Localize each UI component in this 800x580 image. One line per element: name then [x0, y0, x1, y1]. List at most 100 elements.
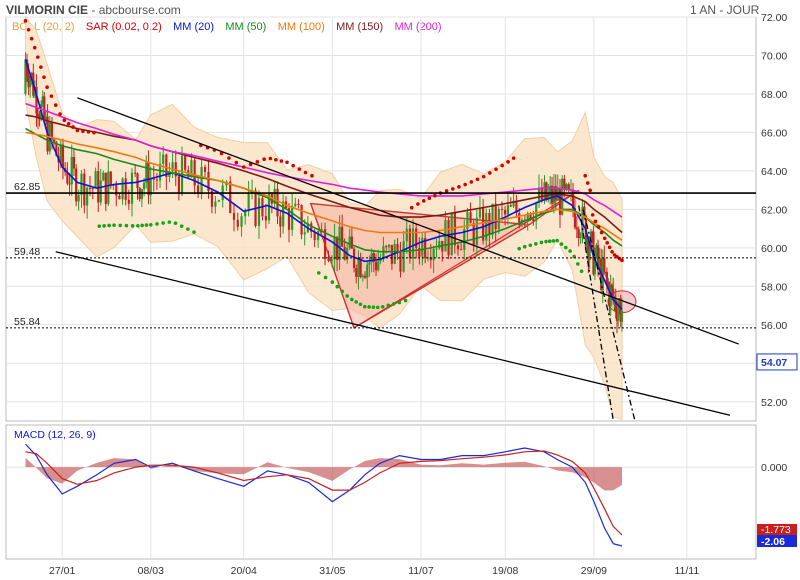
candle-body	[327, 259, 330, 261]
sar-dot	[219, 151, 224, 156]
sar-dot	[539, 240, 544, 245]
candle-body	[124, 178, 127, 200]
sar-dot	[511, 156, 516, 160]
candle-body	[320, 229, 323, 232]
candle-body	[75, 168, 78, 202]
series-line-mm150	[25, 114, 623, 234]
candle-body	[162, 154, 165, 164]
candle-body	[149, 178, 152, 196]
candle-body	[595, 245, 598, 257]
candle-body	[575, 227, 578, 230]
candle-body	[387, 244, 391, 248]
candle-body	[432, 249, 435, 261]
candle-body	[83, 173, 86, 206]
candle-body	[558, 187, 562, 215]
candle-body	[25, 59, 29, 76]
sar-dot	[362, 304, 367, 309]
sar-dot	[66, 121, 71, 126]
candle-body	[447, 219, 450, 256]
series-line-mm20	[24, 59, 623, 310]
candle-body	[88, 187, 92, 189]
candle-body	[355, 268, 358, 277]
candle-body	[456, 245, 460, 250]
candle-body	[207, 171, 210, 192]
sar-dot	[397, 300, 402, 305]
sar-dot	[112, 223, 116, 227]
candle-body	[610, 285, 614, 289]
sar-dot	[392, 302, 396, 306]
candle-body	[99, 180, 102, 203]
candle-body	[617, 309, 620, 321]
candle-body	[509, 205, 512, 207]
sar-dot	[612, 253, 617, 257]
sar-dot	[49, 94, 54, 98]
candle-body	[35, 86, 38, 114]
candle-body	[405, 228, 408, 242]
candle-body	[453, 213, 456, 246]
sar-dot	[58, 112, 62, 116]
sar-dot	[140, 223, 144, 228]
sar-dot	[421, 199, 426, 203]
candle-body	[583, 206, 586, 216]
candle-body	[545, 182, 548, 200]
sar-dot	[610, 250, 614, 254]
candle-body	[571, 190, 575, 209]
candle-body	[408, 228, 412, 259]
candle-body	[469, 212, 472, 224]
trend-lines	[55, 97, 739, 422]
legend-mm150: MM (150)	[336, 21, 384, 33]
sar-dot	[469, 180, 474, 184]
candle-body	[619, 301, 622, 322]
y-tick-label: 68.00	[761, 89, 787, 101]
x-tick-label: 31/05	[319, 565, 345, 577]
sar-dot	[500, 163, 504, 168]
candle-body	[382, 246, 385, 260]
sar-dot	[585, 181, 590, 185]
candle-body	[588, 249, 591, 261]
sar-dot	[316, 271, 321, 275]
candle-body	[543, 182, 546, 201]
sar-dot	[102, 224, 106, 228]
legend-mm100: MM (100)	[277, 21, 325, 33]
sar-dot	[615, 254, 619, 259]
candle-body	[267, 193, 271, 221]
sar-dot	[268, 156, 273, 161]
sar-dot	[97, 224, 102, 228]
macd-label: MACD (12, 26, 9)	[14, 429, 96, 441]
candle-body	[577, 229, 580, 239]
x-tick-label: 29/09	[581, 565, 607, 577]
sar-dot	[544, 239, 548, 244]
legend-mm200: MM (200)	[394, 21, 442, 33]
sar-dot	[517, 246, 521, 251]
candle-body	[97, 171, 100, 203]
sar-dot	[45, 85, 49, 90]
sar-dot	[620, 258, 624, 263]
sar-dot	[583, 173, 588, 178]
candle-body	[136, 173, 139, 188]
candle-body	[127, 199, 130, 204]
candle-body	[374, 261, 378, 271]
sar-dot	[576, 262, 580, 266]
sar-dot	[481, 174, 486, 179]
sar-dot	[274, 157, 278, 162]
sar-dot	[416, 202, 420, 206]
sar-dot	[579, 269, 584, 274]
y-tick-label: 72.00	[761, 12, 787, 24]
candle-body	[257, 198, 261, 226]
candle-body	[350, 236, 353, 249]
candle-body	[363, 275, 367, 278]
x-tick-label: 20/04	[231, 565, 257, 577]
macd-histogram	[25, 457, 622, 491]
candle-body	[561, 178, 564, 215]
sar-dot	[136, 223, 140, 228]
candle-body	[586, 239, 589, 247]
candle-body	[313, 231, 316, 241]
sar-dot	[36, 55, 40, 59]
sar-dot	[330, 280, 335, 284]
candle-body	[460, 249, 463, 251]
sar-dot	[522, 244, 527, 249]
candle-body	[549, 185, 552, 193]
candle-body	[591, 231, 594, 233]
candle-body	[203, 166, 207, 172]
macd-panel	[5, 424, 757, 560]
